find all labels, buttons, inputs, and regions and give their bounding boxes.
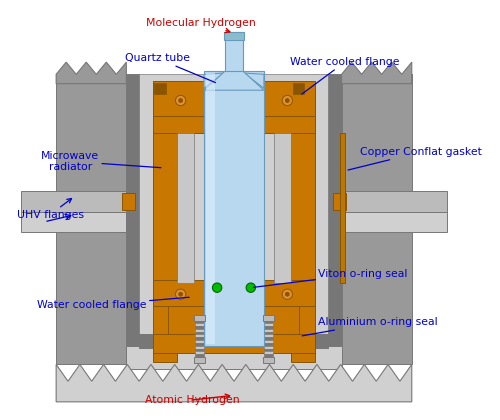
Bar: [194, 346, 204, 349]
Circle shape: [282, 95, 292, 106]
Bar: [194, 357, 204, 360]
Bar: [264, 323, 274, 326]
Bar: [194, 323, 204, 326]
Bar: [264, 343, 274, 346]
Polygon shape: [56, 62, 126, 84]
Bar: [263, 357, 274, 363]
Bar: [140, 333, 328, 348]
Text: Quartz tube: Quartz tube: [124, 53, 216, 83]
Circle shape: [286, 99, 289, 102]
Bar: [264, 340, 274, 343]
Bar: [264, 334, 274, 337]
Text: Atomic Hydrogen: Atomic Hydrogen: [144, 394, 239, 405]
Bar: [194, 337, 204, 340]
Bar: [264, 351, 274, 354]
Bar: [342, 74, 412, 365]
Bar: [194, 354, 204, 357]
Bar: [152, 81, 177, 362]
Bar: [340, 133, 345, 283]
Text: Aluminium o-ring seal: Aluminium o-ring seal: [302, 317, 438, 336]
Bar: [152, 334, 316, 353]
Text: Water cooled flange: Water cooled flange: [38, 297, 189, 310]
Bar: [264, 337, 274, 340]
Text: Microwave
radiator: Microwave radiator: [41, 150, 161, 172]
Bar: [152, 81, 316, 116]
Bar: [152, 280, 316, 307]
Polygon shape: [204, 71, 264, 90]
Bar: [264, 329, 274, 332]
Bar: [194, 349, 204, 351]
Bar: [264, 332, 274, 334]
Circle shape: [176, 95, 186, 106]
Bar: [168, 307, 300, 334]
Bar: [291, 81, 316, 362]
Polygon shape: [342, 62, 412, 84]
Text: Copper Conflat gasket: Copper Conflat gasket: [348, 147, 482, 170]
Text: Water cooled flange: Water cooled flange: [290, 57, 400, 94]
Bar: [333, 193, 346, 210]
Polygon shape: [204, 72, 264, 88]
Bar: [194, 334, 204, 337]
Bar: [194, 320, 204, 323]
Bar: [152, 116, 316, 133]
Bar: [194, 326, 204, 329]
Text: Viton o-ring seal: Viton o-ring seal: [254, 269, 408, 287]
Bar: [274, 133, 291, 283]
Bar: [224, 32, 244, 74]
Text: UHV flanges: UHV flanges: [17, 199, 84, 220]
Bar: [177, 133, 194, 283]
Bar: [194, 332, 204, 334]
Circle shape: [176, 289, 186, 299]
Bar: [264, 357, 274, 360]
Bar: [204, 71, 264, 346]
Bar: [194, 357, 205, 363]
Bar: [264, 326, 274, 329]
Bar: [154, 83, 166, 94]
Bar: [194, 329, 204, 332]
Bar: [20, 212, 126, 232]
Bar: [20, 191, 126, 212]
Bar: [264, 320, 274, 323]
Circle shape: [178, 292, 182, 296]
Bar: [342, 212, 448, 232]
Bar: [126, 74, 342, 365]
Bar: [194, 351, 204, 354]
Text: Molecular Hydrogen: Molecular Hydrogen: [146, 18, 256, 33]
Bar: [126, 346, 342, 369]
Bar: [122, 193, 135, 210]
Circle shape: [246, 283, 256, 292]
Bar: [126, 74, 140, 365]
Circle shape: [178, 99, 182, 102]
Bar: [56, 74, 126, 365]
Bar: [342, 191, 448, 212]
Bar: [264, 349, 274, 351]
Bar: [224, 32, 244, 39]
Circle shape: [286, 292, 289, 296]
Circle shape: [212, 283, 222, 292]
Bar: [264, 354, 274, 357]
Polygon shape: [56, 365, 412, 402]
Circle shape: [282, 289, 292, 299]
Bar: [264, 346, 274, 349]
Bar: [206, 74, 215, 344]
Bar: [194, 315, 205, 321]
Bar: [194, 340, 204, 343]
Bar: [263, 315, 274, 321]
Bar: [194, 343, 204, 346]
Bar: [328, 74, 342, 365]
Bar: [293, 83, 304, 94]
